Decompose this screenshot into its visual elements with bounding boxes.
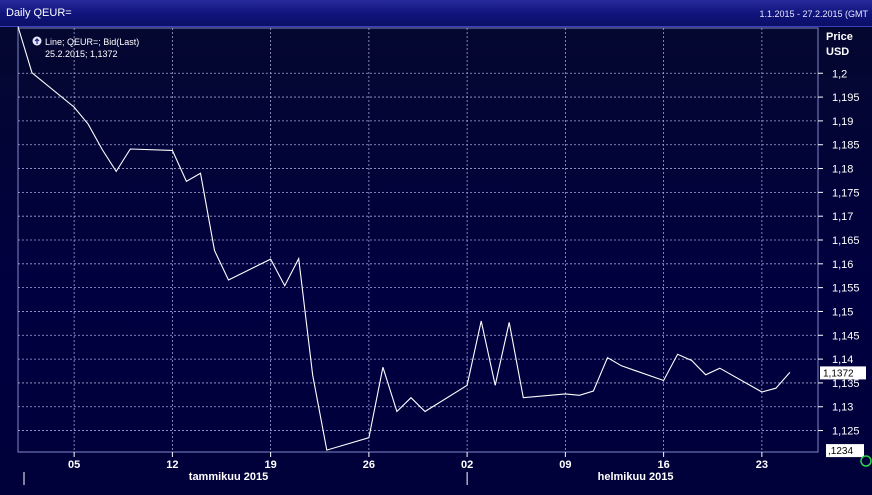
x-tick-label: 19	[265, 459, 277, 471]
chart-title: Daily QEUR=	[6, 7, 72, 19]
x-tick-label: 12	[166, 459, 178, 471]
last-value-tag-box	[820, 366, 866, 380]
y-tick-label: 1,19	[832, 116, 853, 128]
low-value-tag-box	[826, 444, 864, 458]
y-tick-label: 1,155	[832, 283, 860, 295]
x-tick-label: 23	[756, 459, 768, 471]
y-tick-label: 1,175	[832, 187, 860, 199]
price-axis: 1,125 1,13 1,135 1,14 1,145 1,15 1,155 1,16 1,16…	[818, 68, 860, 438]
title-bar: Daily QEUR= 1.1.2015 - 27.2.2015 (GMT	[0, 0, 872, 27]
price-series-line	[17, 26, 791, 451]
y-tick-label: 1,14	[832, 354, 853, 366]
y-tick-label: 1,195	[832, 92, 860, 104]
y-tick-label: 1,145	[832, 330, 860, 342]
low-value-marker: ,1234	[826, 444, 864, 458]
month-label: helmikuu 2015	[598, 471, 674, 483]
y-tick-label: 1,185	[832, 140, 860, 152]
x-tick-label: 16	[657, 459, 669, 471]
y-tick-label: 1,16	[832, 259, 853, 271]
status-indicator-icon[interactable]	[860, 455, 872, 467]
y-tick-label: 1,135	[832, 378, 860, 390]
y-tick-label: 1,13	[832, 402, 853, 414]
last-value-marker: 1,1372	[820, 366, 866, 380]
date-axis: 05 12 19 26 02 09 16 23 tammikuu 2015 helmikuu 20…	[23, 452, 768, 485]
legend-icon-arrow	[34, 38, 40, 44]
y-tick-label: 1,17	[832, 211, 853, 223]
x-tick-label: 09	[559, 459, 571, 471]
date-range[interactable]: 1.1.2015 - 27.2.2015 (GMT	[759, 9, 868, 19]
y-tick-label: 1,165	[832, 235, 860, 247]
x-tick-label: 05	[68, 459, 80, 471]
axis-unit: Price USD	[826, 31, 853, 58]
grid-lines	[17, 27, 819, 453]
month-label: tammikuu 2015	[189, 471, 268, 483]
low-value-tag: ,1234	[828, 446, 853, 457]
y-tick-label: 1,15	[832, 306, 853, 318]
last-value-tag: 1,1372	[823, 368, 854, 379]
axis-unit-usd: USD	[826, 46, 849, 58]
legend-last-point: 25.2.2015; 1,1372	[45, 49, 118, 59]
legend-line-label: Line; QEUR=; Bid(Last)	[45, 37, 139, 47]
x-tick-label: 02	[461, 459, 473, 471]
y-tick-label: 1,125	[832, 426, 860, 438]
y-tick-label: 1,2	[832, 68, 847, 80]
axis-unit-price: Price	[826, 31, 853, 43]
y-tick-label: 1,18	[832, 164, 853, 176]
x-tick-label: 26	[363, 459, 375, 471]
legend: Line; QEUR=; Bid(Last) 25.2.2015; 1,1372	[32, 36, 139, 59]
